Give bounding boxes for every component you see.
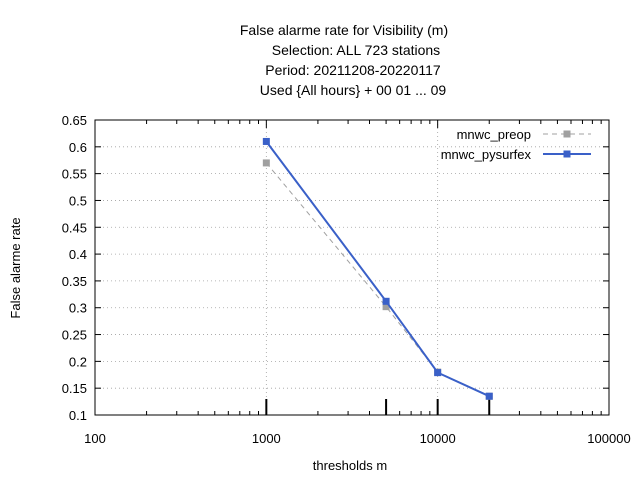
legend-label-mnwc_pysurfex: mnwc_pysurfex bbox=[441, 147, 532, 162]
y-tick-label: 0.4 bbox=[69, 247, 87, 262]
x-tick-label: 10000 bbox=[420, 431, 456, 446]
title-line-3: Period: 20211208-20220117 bbox=[265, 62, 441, 78]
y-tick-label: 0.1 bbox=[69, 408, 87, 423]
x-axis-label: thresholds m bbox=[313, 458, 387, 473]
data-point-mnwc_pysurfex bbox=[485, 392, 493, 400]
threshold-markers bbox=[265, 399, 491, 415]
ticks: 0.1 0.15 0.2 0.25 0.3 0.35 0.4 0.45 0.5 0.55 0.6 0.… bbox=[62, 113, 631, 446]
y-tick-label: 0.6 bbox=[69, 140, 87, 155]
title-line-1: False alarme rate for Visibility (m) bbox=[240, 22, 448, 38]
x-tick-label: 100000 bbox=[587, 431, 630, 446]
y-tick-label: 0.5 bbox=[69, 193, 87, 208]
legend-marker-mnwc_preop bbox=[563, 130, 571, 138]
y-tick-label: 0.3 bbox=[69, 301, 87, 316]
data-point-mnwc_pysurfex bbox=[434, 369, 442, 377]
y-axis-label: False alarme rate bbox=[8, 217, 23, 318]
y-tick-label: 0.55 bbox=[62, 167, 87, 182]
data-point-mnwc_pysurfex bbox=[262, 137, 270, 145]
grid bbox=[95, 120, 609, 415]
title-line-2: Selection: ALL 723 stations bbox=[272, 42, 440, 58]
series-line-mnwc_pysurfex bbox=[265, 140, 490, 398]
title-line-4: Used {All hours} + 00 01 ... 09 bbox=[260, 82, 447, 98]
series-layer bbox=[262, 137, 493, 400]
y-tick-label: 0.65 bbox=[62, 113, 87, 128]
x-tick-label: 1000 bbox=[252, 431, 281, 446]
chart-title: False alarme rate for Visibility (m) Sel… bbox=[240, 22, 448, 98]
legend-label-mnwc_preop: mnwc_preop bbox=[457, 127, 531, 142]
y-tick-label: 0.45 bbox=[62, 220, 87, 235]
plot-frame bbox=[94, 119, 610, 416]
y-tick-label: 0.15 bbox=[62, 381, 87, 396]
x-tick-label: 100 bbox=[84, 431, 106, 446]
legend: mnwc_preop mnwc_pysurfex bbox=[441, 127, 591, 162]
data-point-mnwc_preop bbox=[382, 303, 390, 311]
y-tick-label: 0.35 bbox=[62, 274, 87, 289]
data-point-mnwc_pysurfex bbox=[382, 297, 390, 305]
data-point-mnwc_preop bbox=[262, 159, 270, 167]
legend-marker-mnwc_pysurfex bbox=[563, 150, 571, 158]
y-tick-label: 0.2 bbox=[69, 354, 87, 369]
y-tick-label: 0.25 bbox=[62, 328, 87, 343]
